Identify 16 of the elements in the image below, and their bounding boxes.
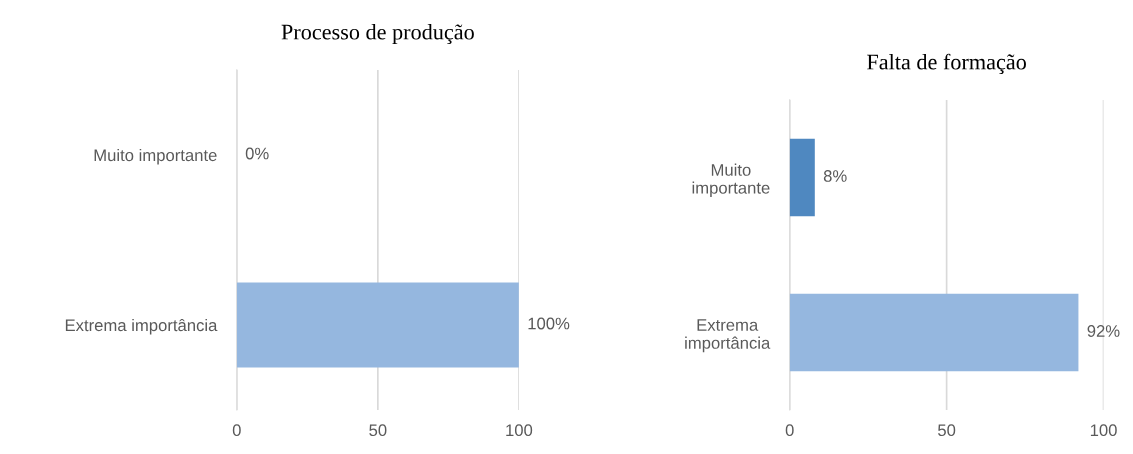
y-tick-label: Extrema importância (65, 318, 218, 335)
data-label: 92% (1087, 325, 1120, 337)
x-tick-label: 100 (1090, 424, 1117, 437)
y-tick-label: Muito importante (692, 163, 770, 198)
chart-title: Processo de produção (281, 23, 474, 45)
data-label: 100% (528, 317, 570, 330)
data-label: 0% (245, 147, 269, 160)
y-tick-label: Extrema importância (685, 319, 771, 353)
y-tick-label: Muito importante (94, 148, 217, 165)
x-tick-label: 100 (506, 424, 533, 437)
x-tick-label: 0 (232, 424, 241, 437)
x-tick-label: 50 (369, 424, 387, 437)
chart-title: Falta de formação (867, 53, 1026, 75)
data-label: 8% (823, 170, 847, 182)
x-tick-label: 0 (785, 424, 794, 437)
x-tick-label: 50 (938, 424, 956, 437)
